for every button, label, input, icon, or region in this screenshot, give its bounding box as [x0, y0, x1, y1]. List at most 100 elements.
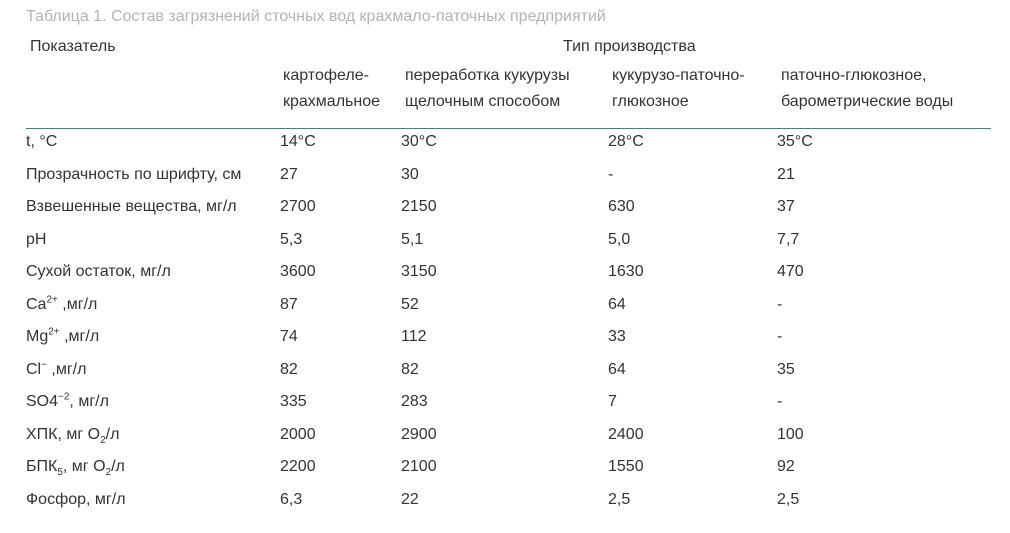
row-label: SO4−2, мг/л	[26, 390, 109, 414]
row-value: 5,1	[401, 230, 424, 248]
header-col-glucose-barometric-l1: паточно-глюкозное,	[781, 67, 927, 84]
row-label: Mg2+ ,мг/л	[26, 325, 99, 349]
table-row: Сухой остаток, мг/л 3600 3150 1630 470	[0, 260, 1010, 284]
table-row: БПК5, мг O2/л 2200 2100 1550 92	[0, 455, 1010, 479]
table-row: Ca2+ ,мг/л 87 52 64 -	[0, 293, 1010, 317]
row-value: 7	[608, 393, 617, 410]
row-label-part: /л	[105, 425, 120, 443]
row-label: Взвешенные вещества, мг/л	[26, 198, 237, 215]
row-label: pH	[26, 230, 47, 248]
row-value: -	[777, 295, 783, 313]
table-caption: Таблица 1. Состав загрязнений сточных во…	[26, 8, 606, 25]
row-label-part: −2	[58, 391, 70, 403]
row-label-part: ,мг/л	[59, 328, 100, 345]
row-value: 82	[280, 360, 298, 378]
table-row: Прозрачность по шрифту, см 27 30 - 21	[0, 163, 1010, 187]
row-label-part: Mg	[26, 328, 49, 345]
row-value: 33	[608, 328, 626, 345]
table-row: t, °C 14°C 30°C 28°C 35°C	[0, 130, 1010, 154]
row-value: 112	[401, 328, 427, 345]
row-label-part: ХПК, мг O	[26, 425, 101, 443]
row-label-part: Cl	[26, 360, 42, 378]
row-value: 2,5	[777, 490, 800, 508]
row-value: -	[777, 328, 783, 345]
row-value: 30	[401, 165, 419, 183]
row-value: 5,0	[608, 230, 631, 248]
row-value: 87	[280, 295, 298, 313]
row-label: ХПК, мг O2/л	[26, 423, 119, 447]
row-value: 21	[777, 165, 795, 183]
header-col-glucose-barometric-l2: барометрические воды	[781, 93, 954, 110]
row-value: 2700	[280, 198, 316, 215]
row-label: Прозрачность по шрифту, см	[26, 165, 242, 183]
row-label-part: 2+	[48, 326, 60, 338]
row-label: Сухой остаток, мг/л	[26, 263, 171, 280]
row-value: 2150	[401, 198, 437, 215]
row-value: 30°C	[401, 133, 437, 150]
header-indicator: Показатель	[30, 38, 116, 55]
row-label-part: , мг/л	[69, 393, 109, 410]
header-col-corn-alkali-l2: щелочным способом	[405, 93, 561, 110]
row-value: 35	[777, 360, 795, 378]
table-row: Фосфор, мг/л 6,3 22 2,5 2,5	[0, 488, 1010, 512]
header-col-potato-l1: картофеле-	[283, 67, 369, 84]
row-value: 92	[777, 458, 795, 475]
header-col-corn-alkali-l1: переработка кукурузы	[405, 67, 570, 84]
row-value: 3150	[401, 263, 437, 280]
row-value: 7,7	[777, 230, 800, 248]
header-divider	[26, 128, 991, 129]
row-value: -	[608, 165, 614, 183]
row-value: 2400	[608, 425, 644, 443]
row-value: 1630	[608, 263, 644, 280]
table-row: SO4−2, мг/л 335 283 7 -	[0, 390, 1010, 414]
table-row: Cl− ,мг/л 82 82 64 35	[0, 358, 1010, 382]
row-label-part: 2	[100, 434, 106, 446]
row-label-part: ,мг/л	[57, 295, 98, 313]
table-row: Mg2+ ,мг/л 74 112 33 -	[0, 325, 1010, 349]
row-label: БПК5, мг O2/л	[26, 455, 125, 479]
row-label-part: , мг O	[62, 458, 106, 475]
row-label: t, °C	[26, 133, 58, 150]
header-col-corn-glucose-l2: глюкозное	[612, 93, 689, 110]
row-label: Cl− ,мг/л	[26, 358, 86, 382]
row-value: 100	[777, 425, 804, 443]
row-label-part: SO4	[26, 393, 59, 410]
row-value: 2000	[280, 425, 316, 443]
row-value: 2200	[280, 458, 316, 475]
row-value: 22	[401, 490, 419, 508]
row-value: 64	[608, 295, 626, 313]
row-value: 630	[608, 198, 635, 215]
row-value: 1550	[608, 458, 644, 475]
row-label: Фосфор, мг/л	[26, 490, 126, 508]
row-value: 283	[401, 393, 428, 410]
row-label-part: 2+	[46, 294, 58, 306]
row-value: 6,3	[280, 490, 303, 508]
row-label-part: /л	[111, 458, 125, 475]
table-row: ХПК, мг O2/л 2000 2900 2400 100	[0, 423, 1010, 447]
row-label-part: 5	[57, 467, 63, 479]
row-value: 3600	[280, 263, 316, 280]
row-label: Ca2+ ,мг/л	[26, 293, 97, 317]
table-row: pH 5,3 5,1 5,0 7,7	[0, 228, 1010, 252]
row-value: 470	[777, 263, 804, 280]
row-value: 14°C	[280, 133, 316, 150]
row-value: 2100	[401, 458, 437, 475]
row-label-part: БПК	[26, 458, 58, 475]
row-value: 28°C	[608, 133, 644, 150]
row-value: 64	[608, 360, 626, 378]
row-value: 27	[280, 165, 298, 183]
row-value: 2,5	[608, 490, 631, 508]
row-value: 82	[401, 360, 419, 378]
row-label-part: Ca	[26, 295, 47, 313]
row-label-part: −	[41, 359, 47, 371]
row-value: 37	[777, 198, 795, 215]
header-col-potato-l2: крахмальное	[283, 93, 380, 110]
row-value: 52	[401, 295, 419, 313]
row-value: -	[777, 393, 783, 410]
row-value: 5,3	[280, 230, 303, 248]
header-production-type: Тип производства	[563, 38, 696, 55]
row-label-part: 2	[105, 467, 112, 479]
row-value: 74	[280, 328, 298, 345]
row-value: 335	[280, 393, 307, 410]
header-col-corn-glucose-l1: кукурузо-паточно-	[612, 67, 745, 84]
